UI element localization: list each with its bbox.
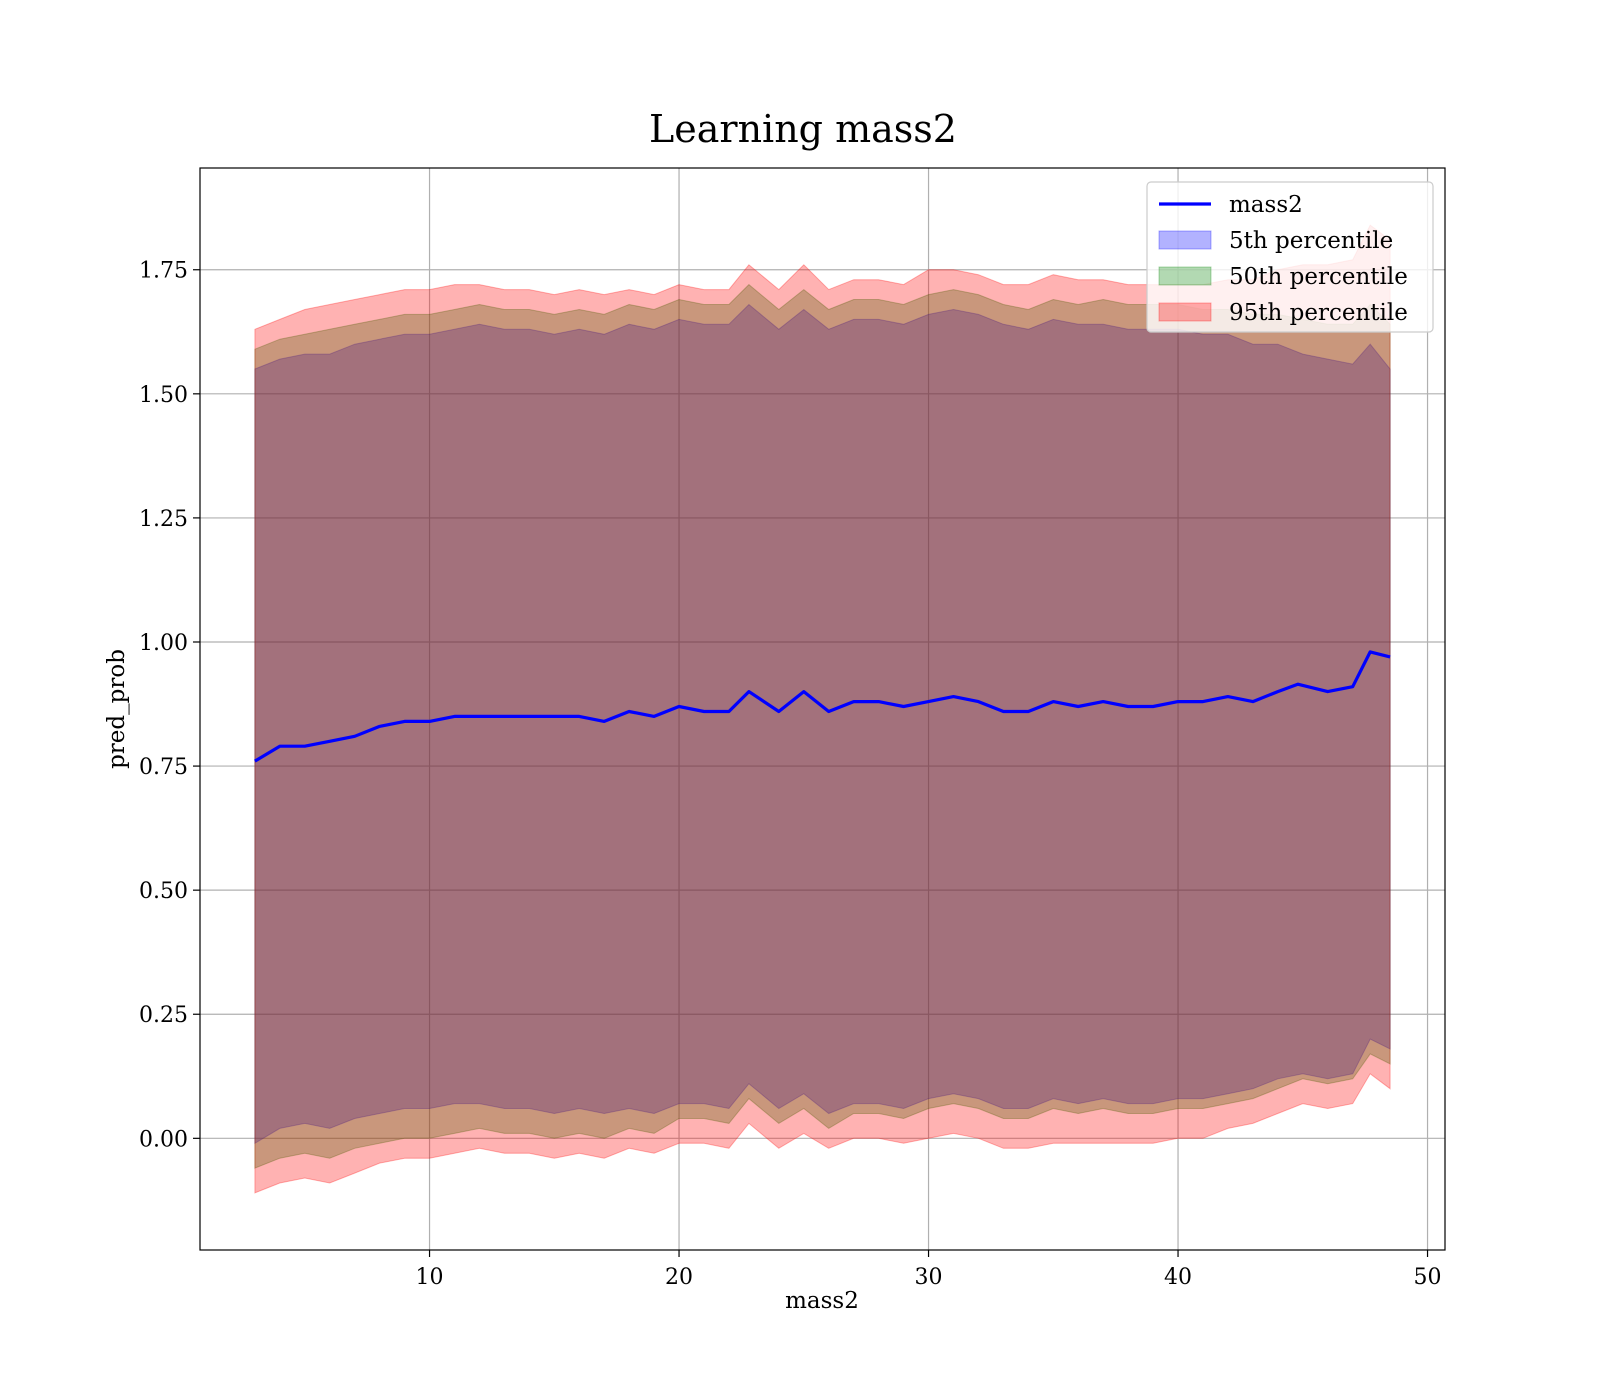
legend-marker-1: [1158, 230, 1212, 250]
y-tick-label-0: 0.00: [139, 1127, 188, 1152]
y-tick-label-2: 0.50: [139, 879, 188, 904]
legend-box: [1146, 181, 1434, 333]
series-line-mass2: [254, 650, 1391, 763]
legend-marker-2: [1158, 266, 1212, 286]
x-tick-label-3: 40: [1164, 1265, 1192, 1290]
y-axis-ticks: 0.00 0.25 0.50 0.75 1.00 1.25 1.50 1.75: [139, 259, 200, 1152]
x-tick-label-0: 10: [416, 1265, 444, 1290]
y-tick-label-7: 1.75: [139, 259, 188, 284]
y-tick-label-3: 0.75: [139, 755, 188, 780]
legend-label-2: 50th percentile: [1229, 264, 1408, 290]
y-tick-label-5: 1.25: [139, 507, 188, 532]
x-axis-ticks: 10 20 30 40 50: [416, 1250, 1442, 1290]
chart-title: Learning mass2: [649, 107, 957, 151]
legend-marker-3: [1158, 302, 1212, 322]
y-tick-label-6: 1.50: [139, 383, 188, 408]
band-1: [254, 303, 1391, 1145]
legend-label-0: mass2: [1229, 192, 1303, 218]
x-tick-label-1: 20: [665, 1265, 693, 1290]
y-tick-label-4: 1.00: [139, 631, 188, 656]
x-tick-label-4: 50: [1414, 1265, 1442, 1290]
y-tick-label-1: 0.25: [139, 1003, 188, 1028]
band-2: [254, 283, 1391, 1169]
percentile-bands: [254, 224, 1391, 1194]
x-tick-label-2: 30: [915, 1265, 943, 1290]
legend: mass2 5th percentile 50th percentile 95th p…: [1146, 181, 1434, 333]
legend-label-1: 5th percentile: [1229, 228, 1393, 254]
grid-lines: [200, 168, 1445, 1250]
x-axis-label: mass2: [785, 1288, 859, 1314]
plot-frame: [199, 167, 1446, 1251]
band-3: [254, 224, 1391, 1194]
line-layer: [254, 650, 1391, 763]
legend-label-3: 95th percentile: [1229, 300, 1408, 326]
y-axis-label: pred_prob: [104, 649, 130, 769]
